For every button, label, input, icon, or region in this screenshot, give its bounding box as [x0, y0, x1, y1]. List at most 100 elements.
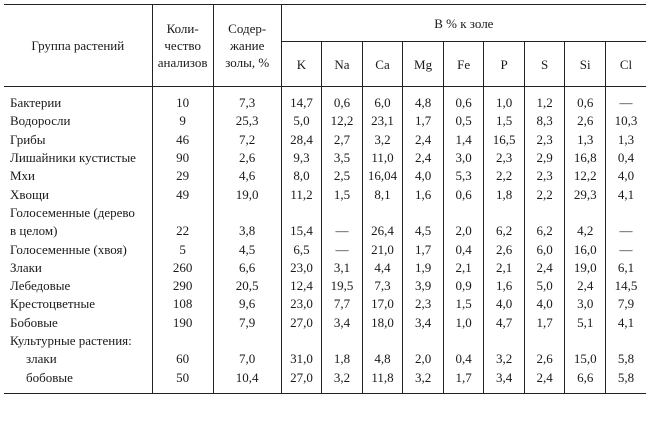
element-value-cell: 9,3 [280, 148, 322, 168]
ash-content-cell: 20,5 [212, 276, 282, 296]
element-value-cell: 17,0 [361, 295, 403, 314]
element-value-cell: 3,4 [321, 313, 363, 332]
header-element: Na [321, 41, 363, 87]
element-value-cell [321, 203, 363, 223]
element-value-cell: 4,0 [523, 295, 565, 314]
element-value-cell: 16,8 [564, 148, 606, 168]
ash-content-cell: 4,5 [212, 240, 282, 259]
analysis-count-cell: 290 [151, 276, 214, 296]
ash-content-cell: 2,6 [212, 148, 282, 168]
analysis-count-cell [151, 203, 214, 223]
element-value-cell: 3,0 [442, 148, 484, 168]
element-value-cell: 2,4 [564, 276, 606, 296]
table-row: Лишайники кустистые 90 2,6 9,3 3,5 11,0 2,4 3,0… [4, 148, 646, 168]
element-value-cell [402, 331, 444, 351]
ash-content-cell: 7,3 [212, 86, 282, 113]
element-value-cell: 2,4 [523, 368, 565, 394]
element-value-cell [604, 203, 646, 223]
element-value-cell [523, 331, 565, 351]
element-value-cell: 4,1 [604, 185, 646, 204]
header-element: Cl [604, 41, 646, 87]
element-value-cell: 2,3 [402, 295, 444, 314]
analysis-count-cell: 46 [151, 130, 214, 149]
plant-group-name: Лебедовые [10, 278, 71, 294]
element-value-cell: 0,5 [442, 112, 484, 131]
element-value-cell: 0,6 [564, 86, 606, 113]
element-value-cell: 2,9 [523, 148, 565, 168]
plant-group-name: Голосеменные (хвоя) [10, 241, 127, 257]
element-value-cell [280, 331, 322, 351]
element-value-cell: 0,4 [442, 240, 484, 259]
ash-content-cell: 7,2 [212, 130, 282, 149]
element-value-cell: 3,1 [321, 258, 363, 277]
table-row: Мхи 29 4,6 8,0 2,5 16,04 4,0 5,3 2,2 2,3 12,2 4,0 [4, 167, 646, 186]
element-value-cell: 16,0 [564, 240, 606, 259]
plant-group-name: Бобовые [10, 314, 58, 330]
analysis-count-cell: 190 [151, 313, 214, 332]
element-value-cell: 1,0 [483, 86, 525, 113]
element-value-cell: 1,5 [483, 112, 525, 131]
element-value-cell [280, 203, 322, 223]
header-ash-line3: золы, % [225, 55, 270, 70]
element-value-cell: 1,5 [321, 185, 363, 204]
table-row: Бобовые 190 7,9 27,0 3,4 18,0 3,4 1,0 4,7 1,7 5,1 4… [4, 313, 646, 332]
analysis-count-cell: 50 [151, 368, 214, 394]
element-value-cell: 2,0 [402, 350, 444, 369]
element-value-cell: 26,4 [361, 222, 403, 241]
analysis-count-cell: 108 [151, 295, 214, 314]
element-value-cell [564, 331, 606, 351]
element-value-cell: 21,0 [361, 240, 403, 259]
element-value-cell: 2,0 [442, 222, 484, 241]
element-value-cell: 27,0 [280, 368, 322, 394]
element-value-cell: 2,3 [483, 148, 525, 168]
element-value-cell [361, 331, 403, 351]
plant-group-name: в целом) [10, 223, 58, 239]
element-value-cell: 2,6 [483, 240, 525, 259]
element-value-cell: 1,7 [402, 112, 444, 131]
element-value-cell: 2,3 [523, 167, 565, 186]
element-value-cell [564, 203, 606, 223]
table-row: Крестоцветные 108 9,6 23,0 7,7 17,0 2,3 1,5 4,0 4… [4, 295, 646, 314]
element-value-cell: 19,5 [321, 276, 363, 296]
element-value-cell [402, 203, 444, 223]
plant-group-name: злаки [26, 351, 57, 367]
element-value-cell: 2,1 [442, 258, 484, 277]
header-element: K [281, 41, 323, 87]
element-value-cell: 3,2 [402, 368, 444, 394]
element-value-cell: 0,6 [442, 185, 484, 204]
element-value-cell: 29,3 [564, 185, 606, 204]
analysis-count-cell: 29 [151, 167, 214, 186]
element-value-cell: — [604, 86, 646, 113]
table-row: Хвощи 49 19,0 11,2 1,5 8,1 1,6 0,6 1,8 2,2 29,3 4,1 [4, 185, 646, 204]
element-value-cell: 8,3 [523, 112, 565, 131]
element-value-cell: 2,1 [483, 258, 525, 277]
ash-content-cell: 4,6 [212, 167, 282, 186]
table-row: Голосеменные (дерево [4, 203, 646, 223]
analysis-count-cell: 22 [151, 222, 214, 241]
element-value-cell: 5,1 [564, 313, 606, 332]
element-value-cell: 4,7 [483, 313, 525, 332]
element-value-cell: 28,4 [280, 130, 322, 149]
element-value-cell: 4,5 [402, 222, 444, 241]
element-value-cell: 7,7 [321, 295, 363, 314]
table-row: Культурные растения: [4, 331, 646, 351]
table-header: Группа растений Коли- чество анализов Со… [4, 4, 646, 87]
header-element: Ca [361, 41, 404, 87]
table-row: злаки 60 7,0 31,0 1,8 4,8 2,0 0,4 3,2 2,6 15,0 5,8 [4, 350, 646, 369]
element-value-cell: 23,0 [280, 258, 322, 277]
plant-group-name: Водоросли [10, 113, 71, 129]
plant-group-name: бобовые [26, 369, 73, 385]
element-value-cell: 10,3 [604, 112, 646, 131]
ash-content-cell: 9,6 [212, 295, 282, 314]
element-value-cell: 0,4 [604, 148, 646, 168]
table-row: Голосеменные (хвоя) 5 4,5 6,5—21,0 1,7 0,4 2,6… [4, 240, 646, 259]
element-value-cell: 5,3 [442, 167, 484, 186]
analysis-count-cell [151, 331, 214, 351]
element-value-cell [604, 331, 646, 351]
element-value-cell: — [604, 240, 646, 259]
element-value-cell: 5,0 [280, 112, 322, 131]
element-value-cell: 1,8 [483, 185, 525, 204]
element-value-cell: 16,5 [483, 130, 525, 149]
element-value-cell [442, 203, 484, 223]
